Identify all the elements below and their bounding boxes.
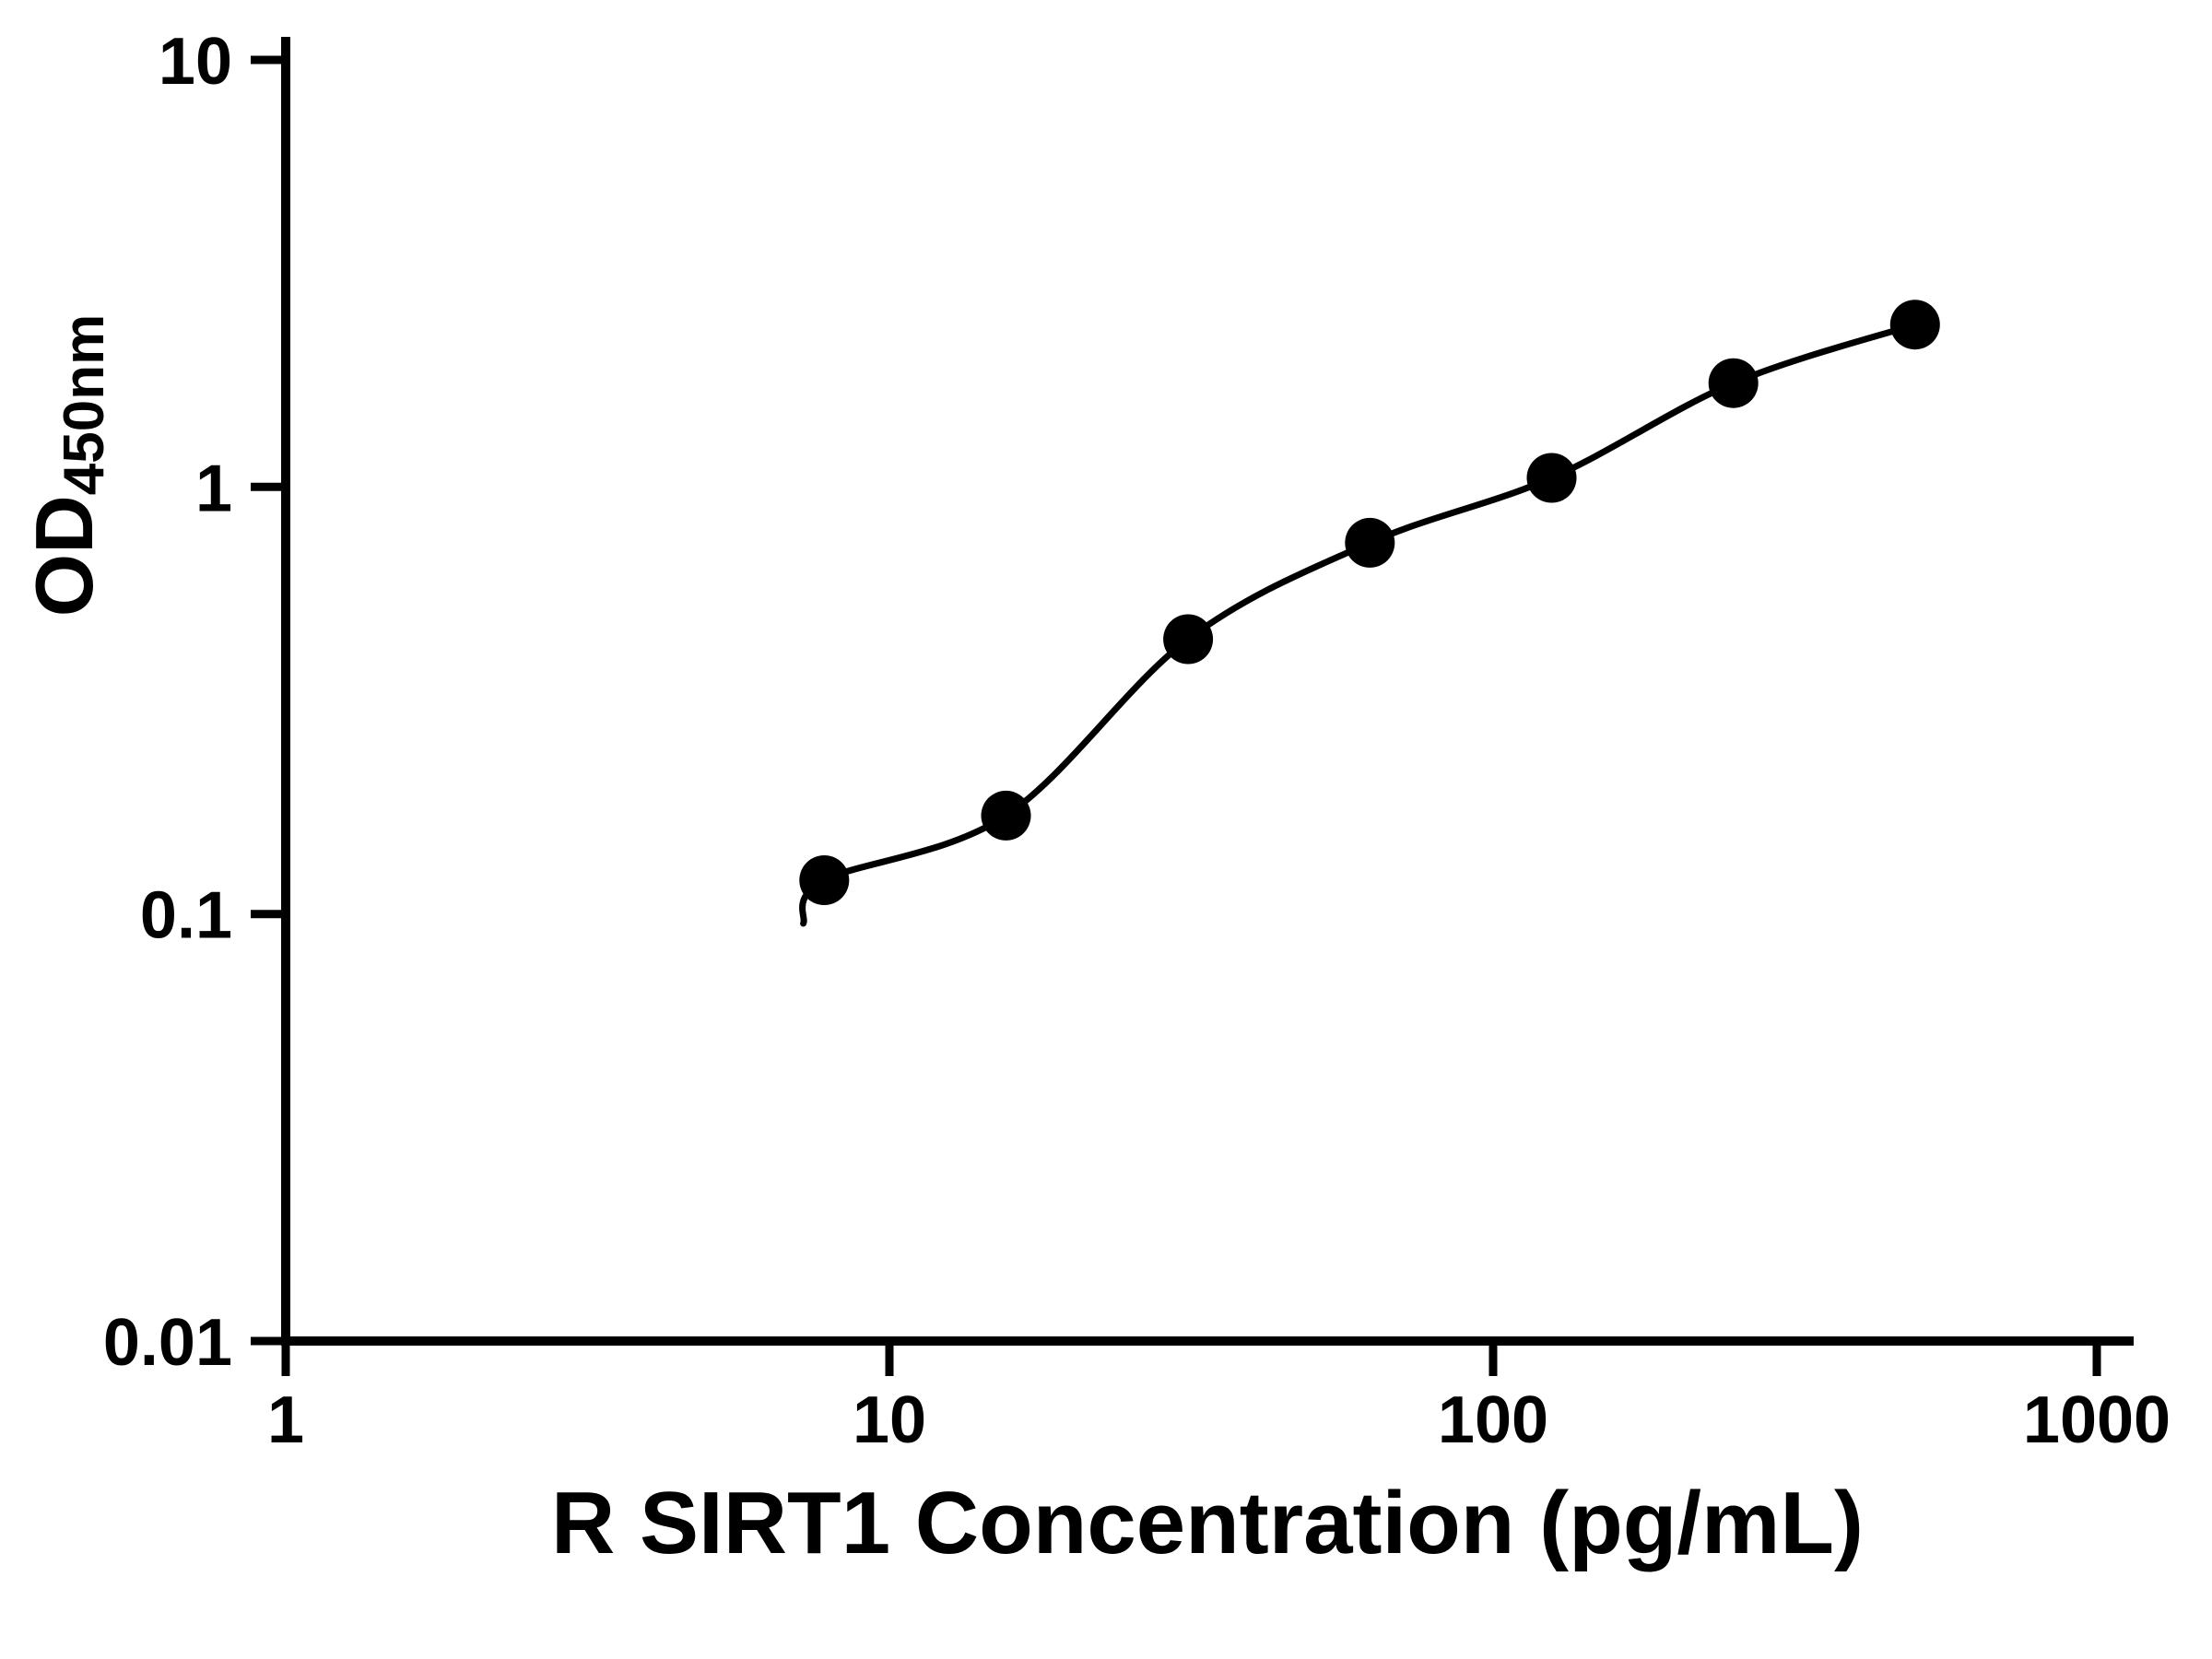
- data-point: [1163, 614, 1214, 665]
- x-axis-tick-label: 100: [1438, 1383, 1548, 1457]
- y-axis-tick-label: 1: [195, 452, 232, 525]
- axis-spine: [281, 37, 2134, 1346]
- y-axis-title-subscript: 450nm: [53, 313, 116, 496]
- y-axis-tick-label: 0.01: [103, 1306, 232, 1380]
- data-point: [1526, 453, 1577, 503]
- standard-curve-fit-line: [799, 321, 1919, 927]
- y-axis-tick-label: 10: [159, 25, 232, 99]
- x-axis-tick-label: 1: [267, 1383, 304, 1457]
- y-axis-tick-label: 0.1: [140, 879, 232, 953]
- x-axis-title: R SIRT1 Concentration (pg/mL): [551, 1474, 1864, 1572]
- y-axis-title: OD450nm: [18, 314, 116, 618]
- data-point: [1345, 517, 1395, 568]
- x-axis-tick-label: 1000: [2023, 1383, 2171, 1457]
- data-point: [981, 790, 1031, 841]
- y-axis-title-main: OD: [18, 495, 110, 618]
- x-axis-tick-label: 10: [853, 1383, 926, 1457]
- data-point: [799, 855, 850, 905]
- data-point: [1889, 300, 1940, 350]
- data-point: [1708, 358, 1759, 408]
